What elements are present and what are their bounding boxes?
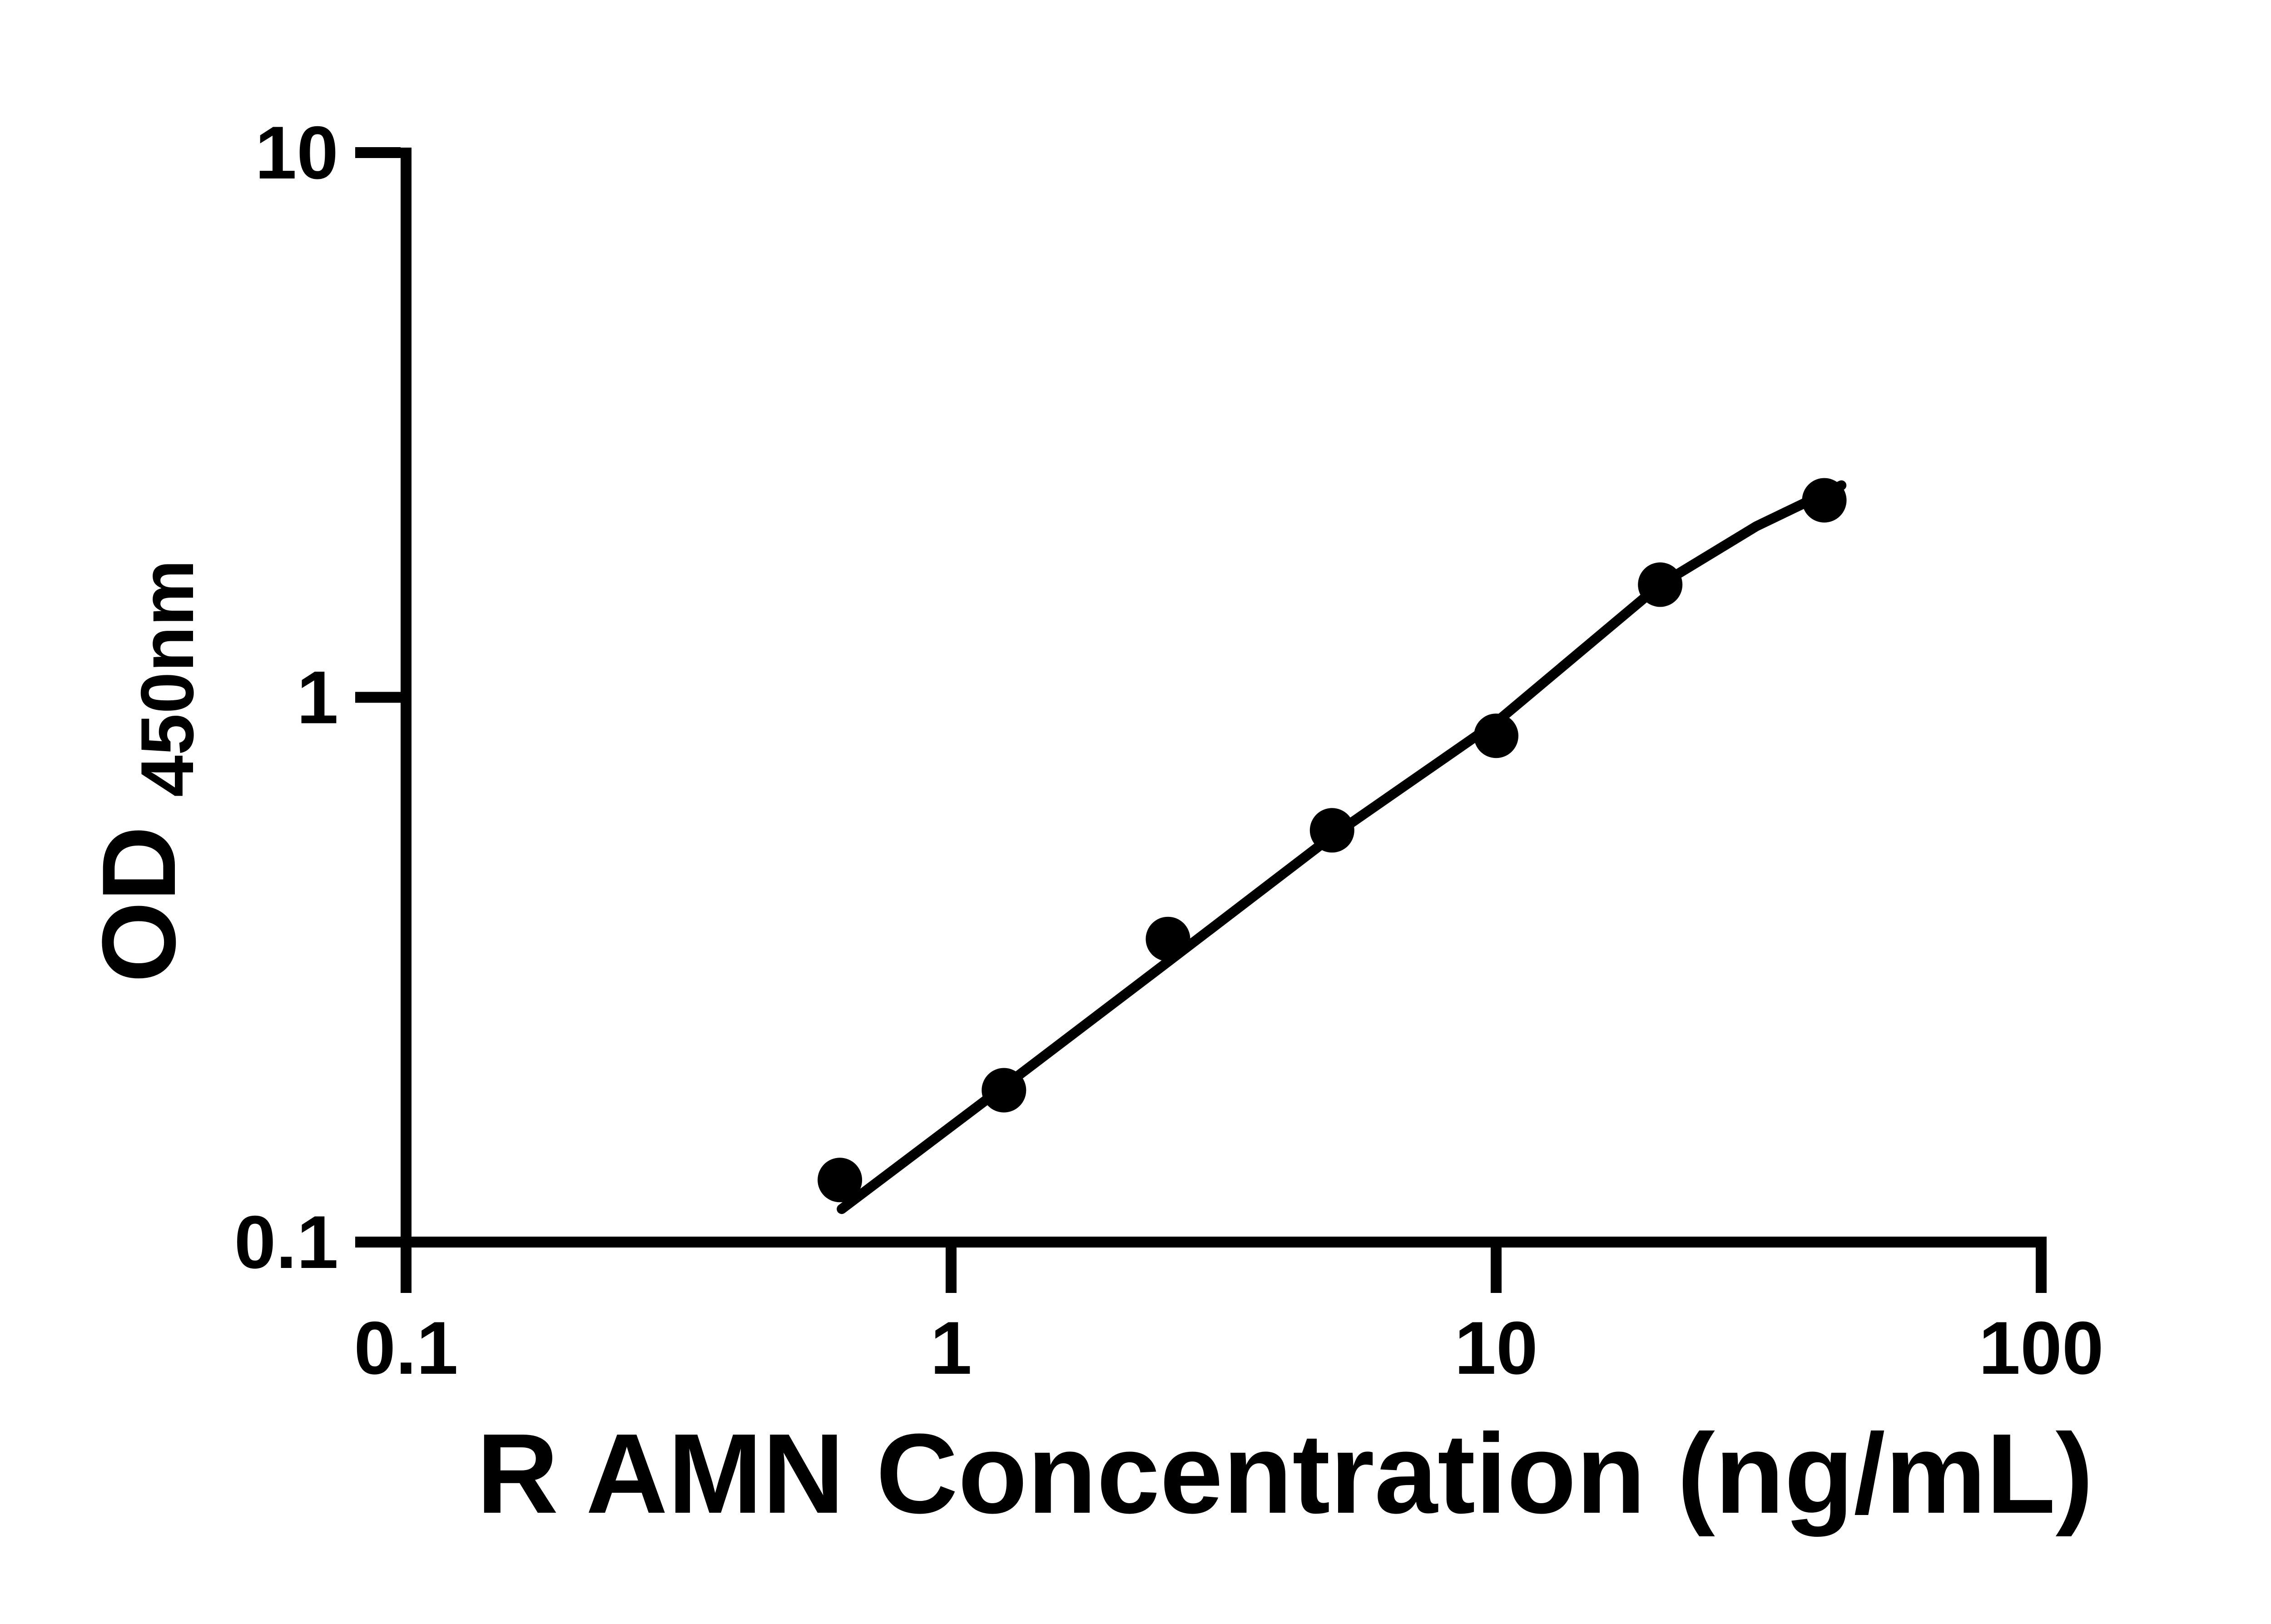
x-tick-label: 100 [1978, 1306, 2103, 1390]
y-axis-title: OD 450nm [80, 559, 209, 983]
data-point [1802, 478, 1847, 523]
data-point [1145, 916, 1190, 961]
data-point [1638, 562, 1683, 607]
x-tick-label: 1 [930, 1306, 972, 1390]
data-point [1474, 713, 1518, 758]
fit-line [837, 480, 1847, 1214]
data-point [1309, 808, 1354, 853]
y-axis-title-main: OD [80, 826, 197, 983]
data-point [982, 1068, 1026, 1113]
x-tick-label: 0.1 [354, 1306, 458, 1390]
data-point [818, 1158, 863, 1203]
plot-area: 10 1 0.10.1 1 10 100 [234, 111, 2104, 1390]
y-tick-label: 10 [255, 111, 338, 194]
y-axis-title-subscript: 450nm [125, 559, 209, 797]
x-tick-label: 10 [1454, 1306, 1538, 1390]
x-axis-title: R AMN Concentration (ng/mL) [476, 1410, 2093, 1537]
y-tick-label: 0.1 [234, 1200, 338, 1284]
y-tick-label: 1 [297, 656, 338, 739]
